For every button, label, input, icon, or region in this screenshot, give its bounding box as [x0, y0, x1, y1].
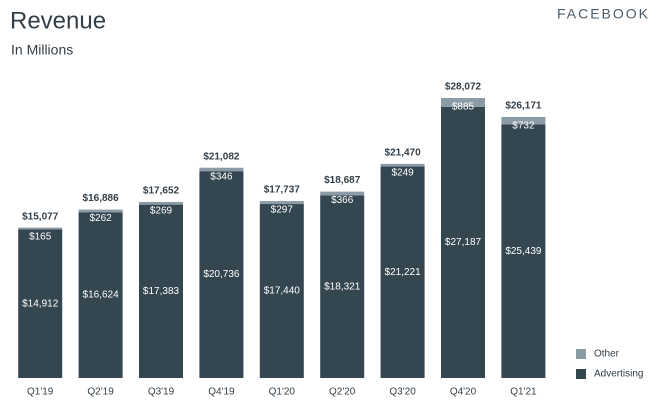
total-label: $15,077 — [22, 211, 59, 222]
bar-segment — [501, 116, 546, 125]
data-label: $14,912 — [22, 298, 59, 309]
total-label: $28,072 — [445, 82, 482, 93]
brand-logo: FACEBOOK — [557, 6, 650, 22]
bar-segment — [320, 195, 365, 378]
legend-label: Advertising — [594, 369, 643, 380]
data-label: $25,439 — [505, 246, 542, 257]
bar-segment — [380, 166, 425, 378]
data-label: $346 — [210, 171, 233, 182]
total-label: $17,737 — [264, 185, 301, 196]
total-label: $17,652 — [143, 186, 180, 197]
bar-segment — [199, 167, 244, 172]
data-label: $366 — [331, 195, 354, 206]
total-label: $18,687 — [324, 175, 361, 186]
data-label: $732 — [512, 121, 535, 132]
x-tick-label: Q2'19 — [87, 387, 114, 398]
bar-segment — [18, 229, 63, 378]
legend-label: Other — [594, 349, 620, 360]
total-label: $26,171 — [505, 101, 542, 112]
data-label: $27,187 — [445, 237, 482, 248]
chart-subtitle: In Millions — [11, 42, 73, 58]
total-label: $21,082 — [203, 151, 240, 162]
data-label: $17,440 — [264, 286, 301, 297]
data-label: $17,383 — [143, 286, 180, 297]
bar-segment — [259, 201, 304, 205]
data-label: $249 — [391, 167, 414, 178]
data-label: $16,624 — [83, 290, 120, 301]
bar-segment — [501, 124, 546, 378]
legend-swatch — [576, 369, 586, 379]
x-tick-label: Q4'19 — [208, 387, 235, 398]
x-tick-label: Q1'19 — [27, 387, 54, 398]
bar-segment — [380, 163, 425, 167]
bar-segment — [441, 98, 485, 107]
data-label: $165 — [29, 231, 52, 242]
bar-segment — [139, 204, 183, 378]
data-label: $18,321 — [324, 281, 361, 292]
bar-segment — [18, 227, 63, 230]
data-label: $297 — [271, 205, 294, 216]
x-tick-label: Q1'20 — [269, 387, 296, 398]
x-tick-label: Q1'21 — [510, 387, 537, 398]
chart-title: Revenue — [10, 7, 106, 34]
bar-segment — [199, 171, 244, 378]
data-label: $20,736 — [203, 269, 240, 280]
total-label: $21,470 — [385, 147, 422, 158]
data-label: $269 — [150, 206, 173, 217]
bar-segment — [78, 209, 123, 213]
x-tick-label: Q3'20 — [389, 387, 416, 398]
data-label: $885 — [452, 102, 475, 113]
x-tick-label: Q2'20 — [329, 387, 356, 398]
total-label: $16,886 — [83, 193, 120, 204]
data-label: $21,221 — [385, 267, 422, 278]
bar-segment — [441, 106, 485, 378]
x-tick-label: Q3'19 — [148, 387, 175, 398]
bar-segment — [259, 204, 304, 378]
bar-segment — [320, 191, 365, 196]
bar-segment — [78, 212, 123, 378]
bar-segment — [139, 201, 183, 205]
legend-swatch — [576, 349, 586, 359]
x-tick-label: Q4'20 — [450, 387, 477, 398]
data-label: $262 — [89, 213, 112, 224]
